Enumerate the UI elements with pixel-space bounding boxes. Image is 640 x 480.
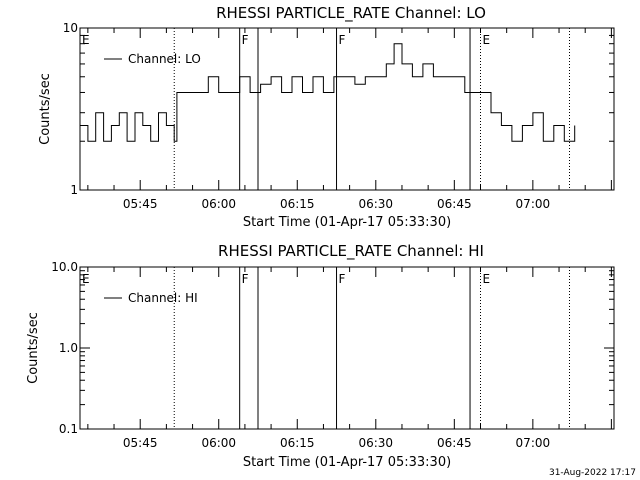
annotation-label: F xyxy=(242,33,249,47)
y-axis-label: Counts/sec xyxy=(38,73,53,145)
x-tick-label: 06:15 xyxy=(280,197,315,211)
x-axis-label: Start Time (01-Apr-17 05:33:30) xyxy=(243,215,451,230)
x-tick-label: 06:00 xyxy=(201,436,236,450)
chart-title: RHESSI PARTICLE_RATE Channel: HI xyxy=(218,242,484,261)
annotation-label: E xyxy=(82,272,90,286)
x-tick-label: 06:45 xyxy=(437,197,472,211)
x-tick-label: 06:15 xyxy=(280,436,315,450)
y-tick-label: 10.0 xyxy=(51,260,78,274)
x-tick-label: 05:45 xyxy=(123,436,158,450)
annotation-label: E xyxy=(483,33,491,47)
y-tick-label: 0.1 xyxy=(59,422,78,436)
annotation-label: E xyxy=(483,272,491,286)
chart-panel-hi: RHESSI PARTICLE_RATE Channel: HI Start Ti… xyxy=(26,242,615,470)
x-tick-label: 06:00 xyxy=(201,197,236,211)
chart-panel-lo: RHESSI PARTICLE_RATE Channel: LO Start Ti… xyxy=(38,4,615,230)
chart-title: RHESSI PARTICLE_RATE Channel: LO xyxy=(216,4,486,23)
y-tick-label: 10 xyxy=(63,21,78,35)
x-tick-label: 07:00 xyxy=(516,436,551,450)
annotation-label: E xyxy=(82,33,90,47)
annotation-label: F xyxy=(339,33,346,47)
x-tick-label: 06:45 xyxy=(437,436,472,450)
series-line xyxy=(80,43,576,142)
timestamp: 31-Aug-2022 17:17 xyxy=(549,468,636,478)
y-tick-label: 1.0 xyxy=(59,341,78,355)
annotation-label: F xyxy=(339,272,346,286)
x-tick-label: 07:00 xyxy=(516,197,551,211)
y-axis-label: Counts/sec xyxy=(26,312,41,384)
y-tick-label: 1 xyxy=(70,183,78,197)
annotation-label: F xyxy=(242,272,249,286)
legend-label: Channel: LO xyxy=(128,52,201,66)
legend-label: Channel: HI xyxy=(128,291,198,305)
x-tick-label: 06:30 xyxy=(358,197,393,211)
x-tick-label: 06:30 xyxy=(358,436,393,450)
x-tick-label: 05:45 xyxy=(123,197,158,211)
x-axis-label: Start Time (01-Apr-17 05:33:30) xyxy=(243,455,451,470)
